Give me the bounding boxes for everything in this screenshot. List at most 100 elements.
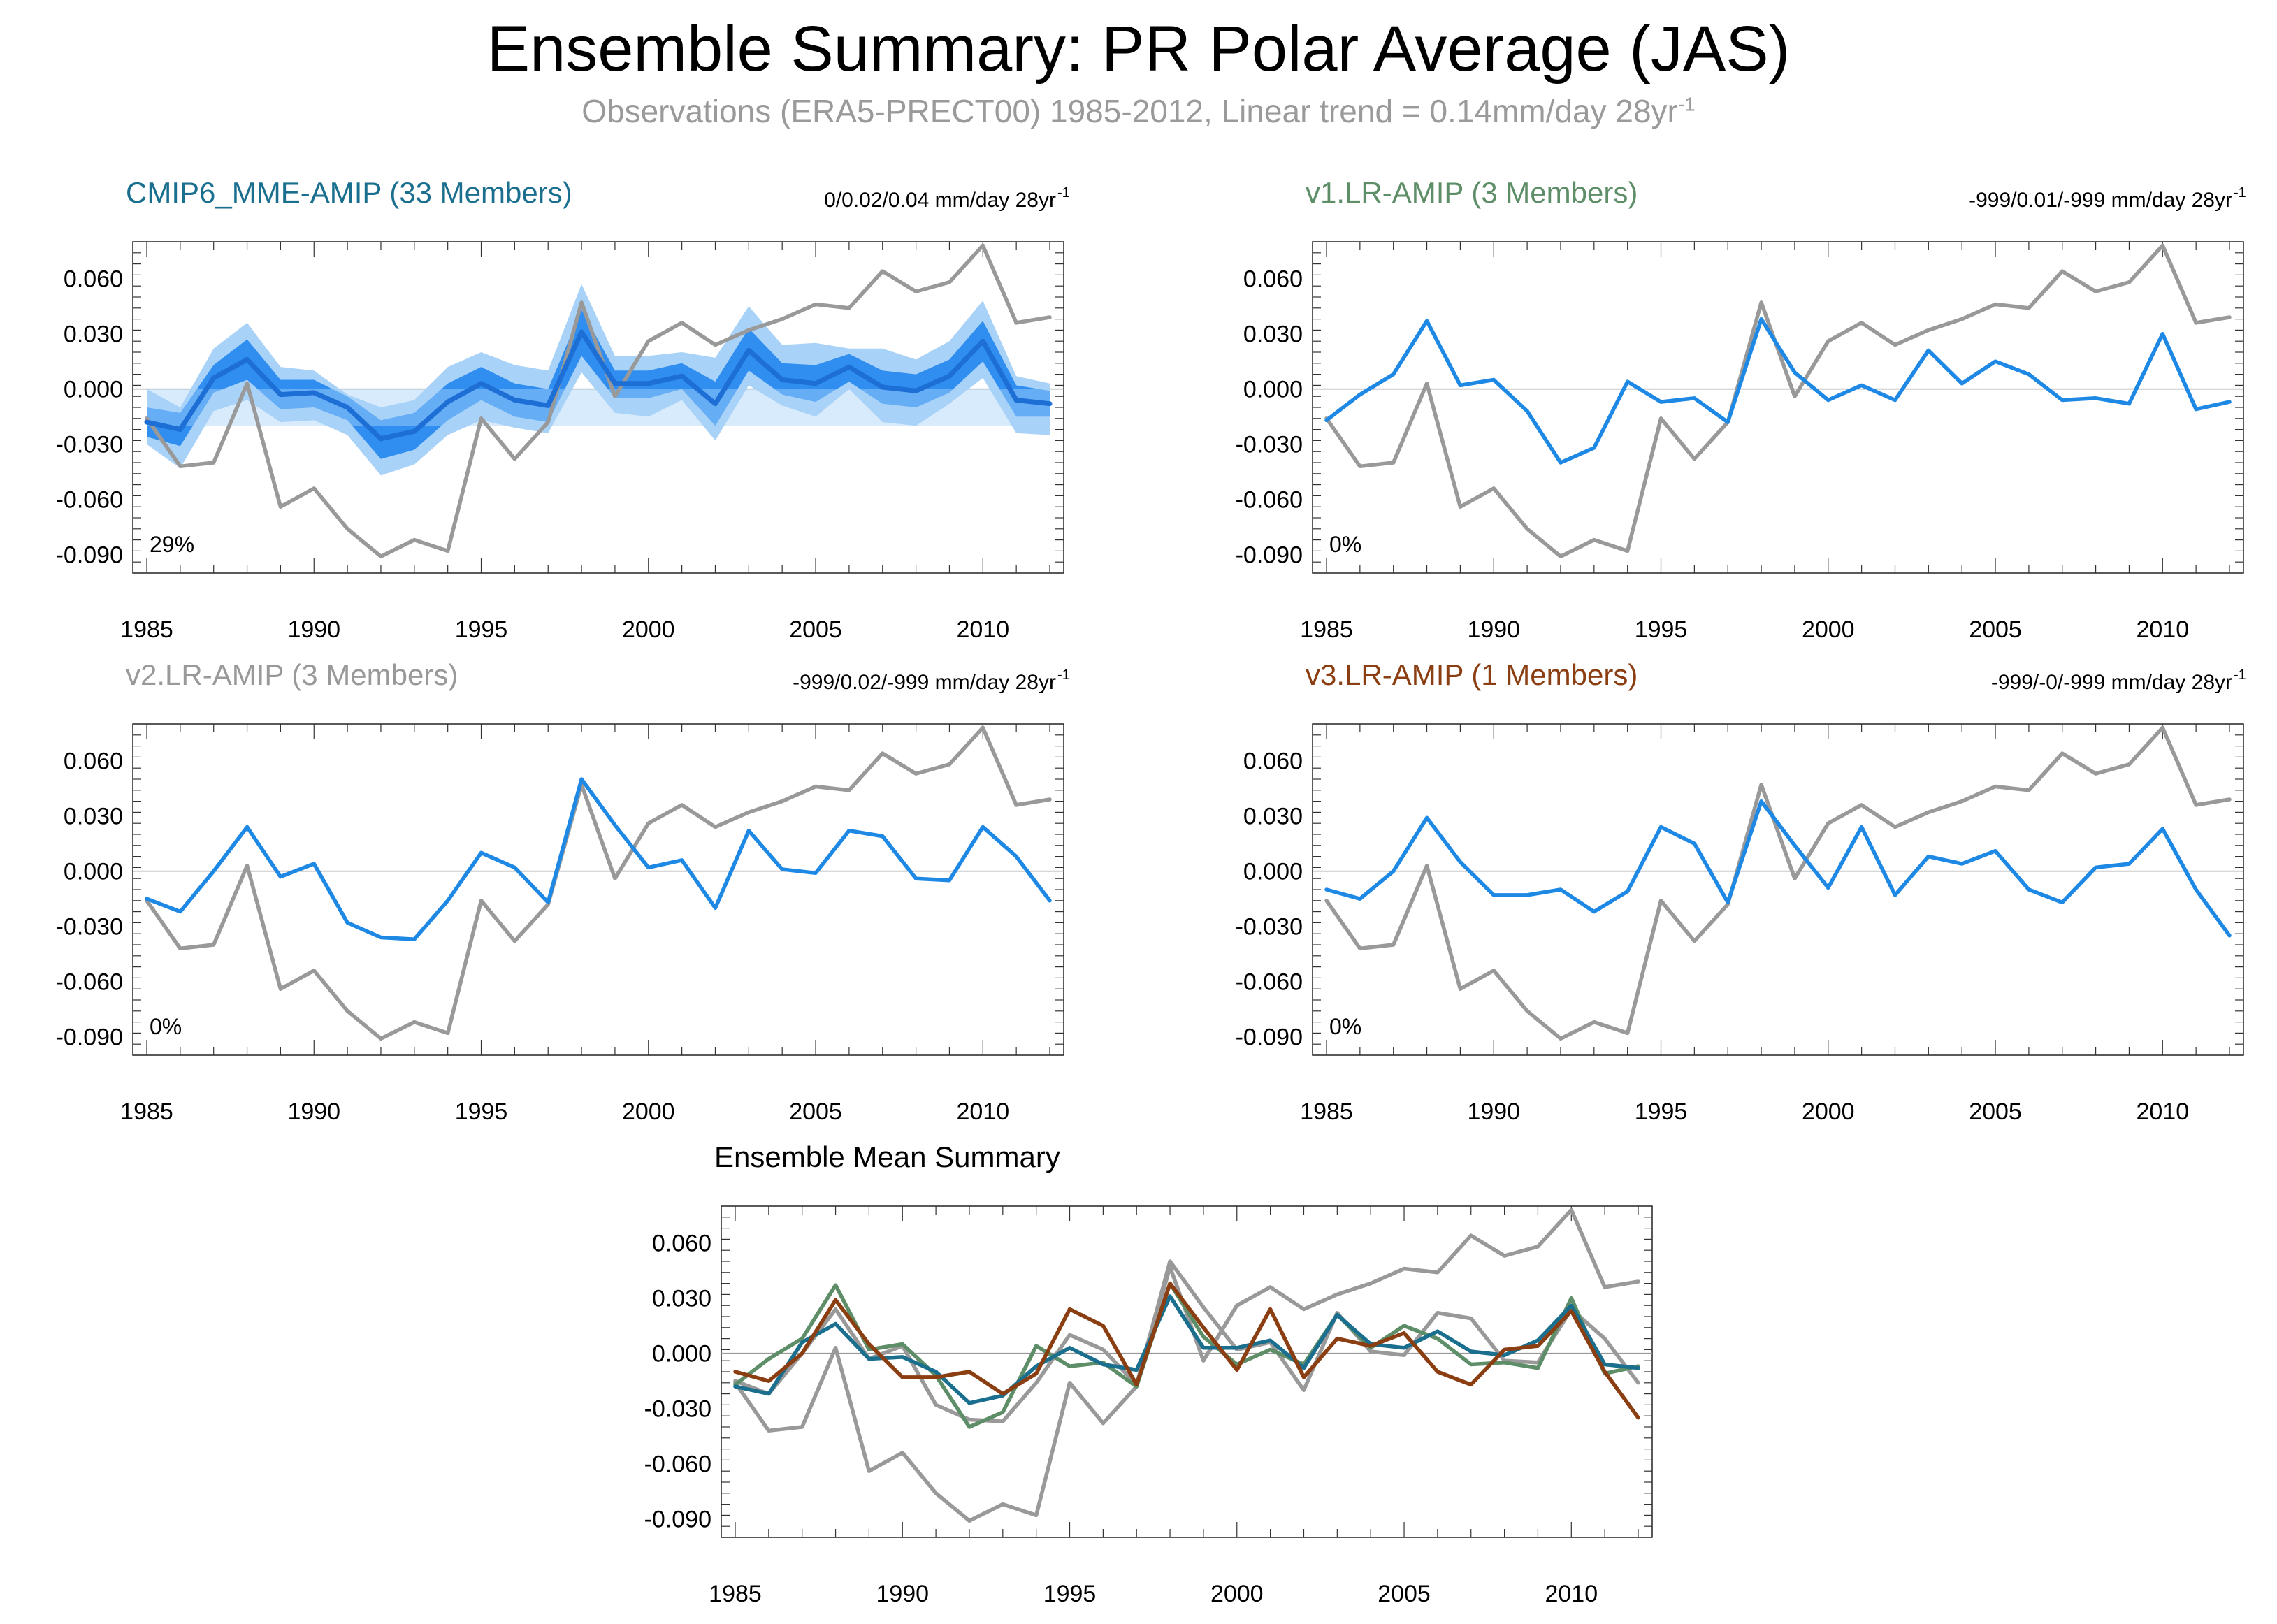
x-tick-label: 2005	[789, 616, 842, 643]
series-line-ensemble-mean	[145, 777, 1052, 941]
panel-title: v3.LR-AMIP (1 Members)	[1306, 658, 1638, 691]
panel-title: CMIP6_MME-AMIP (33 Members)	[126, 176, 572, 209]
x-tick-label: 1985	[709, 1581, 762, 1607]
x-tick-label: 1985	[1300, 1099, 1353, 1125]
y-tick-label: -0.090	[644, 1507, 711, 1533]
panel-title: v2.LR-AMIP (3 Members)	[126, 658, 458, 691]
y-tick-label: -0.060	[644, 1451, 711, 1478]
panel-title: v1.LR-AMIP (3 Members)	[1306, 176, 1638, 209]
plot-frame	[721, 1205, 1653, 1538]
subtitle-superscript: -1	[1677, 93, 1696, 115]
y-tick-label: 0.060	[64, 748, 123, 775]
x-tick-label: 1995	[1635, 1099, 1688, 1125]
plot-frame	[132, 723, 1064, 1056]
percent-label: 0%	[1329, 532, 1361, 557]
series-line-observations	[1324, 725, 2232, 1041]
x-tick-label: 1995	[1043, 1581, 1097, 1607]
y-tick-label: -0.090	[56, 542, 123, 569]
y-tick-label: 0.060	[652, 1231, 711, 1257]
series-line-v2-lr-amip	[733, 1259, 1640, 1423]
chart-mean: Ensemble Mean Summary 0.060 0.030 0.000 -0.0…	[644, 1140, 1653, 1607]
y-tick-label: -0.060	[56, 969, 123, 996]
y-tick-label: -0.090	[56, 1024, 123, 1051]
spread-band-inner	[147, 310, 1050, 459]
series-line-observations	[1324, 243, 2232, 559]
y-tick-label: 0.060	[1243, 266, 1303, 293]
x-tick-label: 2000	[1802, 616, 1855, 643]
y-tick-label: 0.030	[64, 804, 123, 830]
y-tick-label: 0.000	[1243, 377, 1303, 403]
series-line-observations	[145, 243, 1052, 559]
series-line-ensemble-mean	[1324, 799, 2232, 938]
x-tick-label: 2000	[622, 616, 675, 643]
chart-v2: v2.LR-AMIP (3 Members) -999/0.02/-999 mm/…	[56, 658, 1070, 1125]
x-tick-label: 2005	[1378, 1581, 1431, 1607]
plot-frame	[1312, 723, 2244, 1056]
x-tick-label: 1985	[1300, 616, 1353, 643]
chart-v1: v1.LR-AMIP (3 Members) -999/0.01/-999 mm/…	[1236, 176, 2246, 643]
series-line-ensemble-mean	[144, 329, 1053, 442]
series-line-v3-lr-amip	[733, 1281, 1640, 1420]
y-tick-label: 0.000	[64, 377, 123, 403]
x-tick-label: 2000	[1802, 1099, 1855, 1125]
x-tick-label: 1990	[1467, 616, 1520, 643]
y-tick-label: 0.030	[1243, 804, 1303, 830]
y-tick-label: -0.090	[1236, 1024, 1303, 1051]
y-tick-label: -0.030	[1236, 914, 1303, 941]
y-tick-label: 0.060	[1243, 748, 1303, 775]
y-tick-label: -0.060	[56, 487, 123, 514]
series-line-ensemble-mean	[1324, 317, 2232, 465]
y-tick-label: 0.000	[652, 1341, 711, 1368]
percent-label: 29%	[150, 532, 194, 557]
x-tick-label: 2005	[1969, 1099, 2022, 1125]
y-tick-label: 0.000	[1243, 859, 1303, 885]
x-tick-label: 1995	[455, 1099, 508, 1125]
x-tick-label: 1985	[120, 616, 173, 643]
x-tick-label: 1990	[287, 616, 340, 643]
y-tick-label: -0.060	[1236, 487, 1303, 514]
y-tick-label: 0.030	[1243, 321, 1303, 348]
plot-frame	[1312, 241, 2244, 574]
y-tick-label: 0.060	[64, 266, 123, 293]
figure-subtitle: Observations (ERA5-PRECT00) 1985-2012, L…	[0, 92, 2277, 130]
panel-stats-superscript: -1	[2234, 185, 2246, 201]
y-tick-label: -0.030	[56, 914, 123, 941]
x-tick-label: 1995	[455, 616, 508, 643]
series-line-cmip6-mme-amip	[733, 1294, 1640, 1405]
x-tick-label: 2010	[956, 1099, 1009, 1125]
panel-stats-superscript: -1	[1057, 667, 1070, 683]
series-line-observations	[145, 725, 1052, 1041]
x-tick-label: 1990	[1467, 1099, 1520, 1125]
y-tick-label: 0.030	[652, 1286, 711, 1312]
y-tick-label: -0.090	[1236, 542, 1303, 569]
x-tick-label: 2010	[2136, 1099, 2189, 1125]
y-tick-label: -0.030	[56, 432, 123, 458]
panel-title: Ensemble Mean Summary	[714, 1140, 1060, 1173]
y-tick-label: -0.060	[1236, 969, 1303, 996]
percent-label: 0%	[1329, 1014, 1361, 1039]
y-tick-label: 0.030	[64, 321, 123, 348]
x-tick-label: 1990	[876, 1581, 929, 1607]
x-tick-label: 2000	[622, 1099, 675, 1125]
x-tick-label: 2010	[2136, 616, 2189, 643]
x-tick-label: 2000	[1210, 1581, 1264, 1607]
subtitle-text: Observations (ERA5-PRECT00) 1985-2012, L…	[581, 93, 1678, 129]
chart-v3: v3.LR-AMIP (1 Members) -999/-0/-999 mm/da…	[1236, 658, 2246, 1125]
y-tick-label: -0.030	[644, 1396, 711, 1423]
y-tick-label: -0.030	[1236, 432, 1303, 458]
panel-stats-superscript: -1	[2234, 667, 2246, 683]
series-line-v1-lr-amip	[733, 1281, 1640, 1429]
chart-cmip6: CMIP6_MME-AMIP (33 Members) 0/0.02/0.04 m…	[56, 176, 1070, 643]
x-tick-label: 1985	[120, 1099, 173, 1125]
panel-stats: -999/0.02/-999 mm/day 28yr	[793, 671, 1056, 694]
figure-title: Ensemble Summary: PR Polar Average (JAS)	[486, 13, 1791, 85]
x-tick-label: 2010	[1545, 1581, 1598, 1607]
y-tick-label: 0.000	[64, 859, 123, 885]
panel-stats-superscript: -1	[1057, 185, 1070, 201]
x-tick-label: 1990	[287, 1099, 340, 1125]
panel-stats: 0/0.02/0.04 mm/day 28yr	[824, 189, 1056, 212]
panel-stats: -999/0.01/-999 mm/day 28yr	[1969, 189, 2232, 212]
series-line-observations	[733, 1208, 1640, 1523]
x-tick-label: 1995	[1635, 616, 1688, 643]
